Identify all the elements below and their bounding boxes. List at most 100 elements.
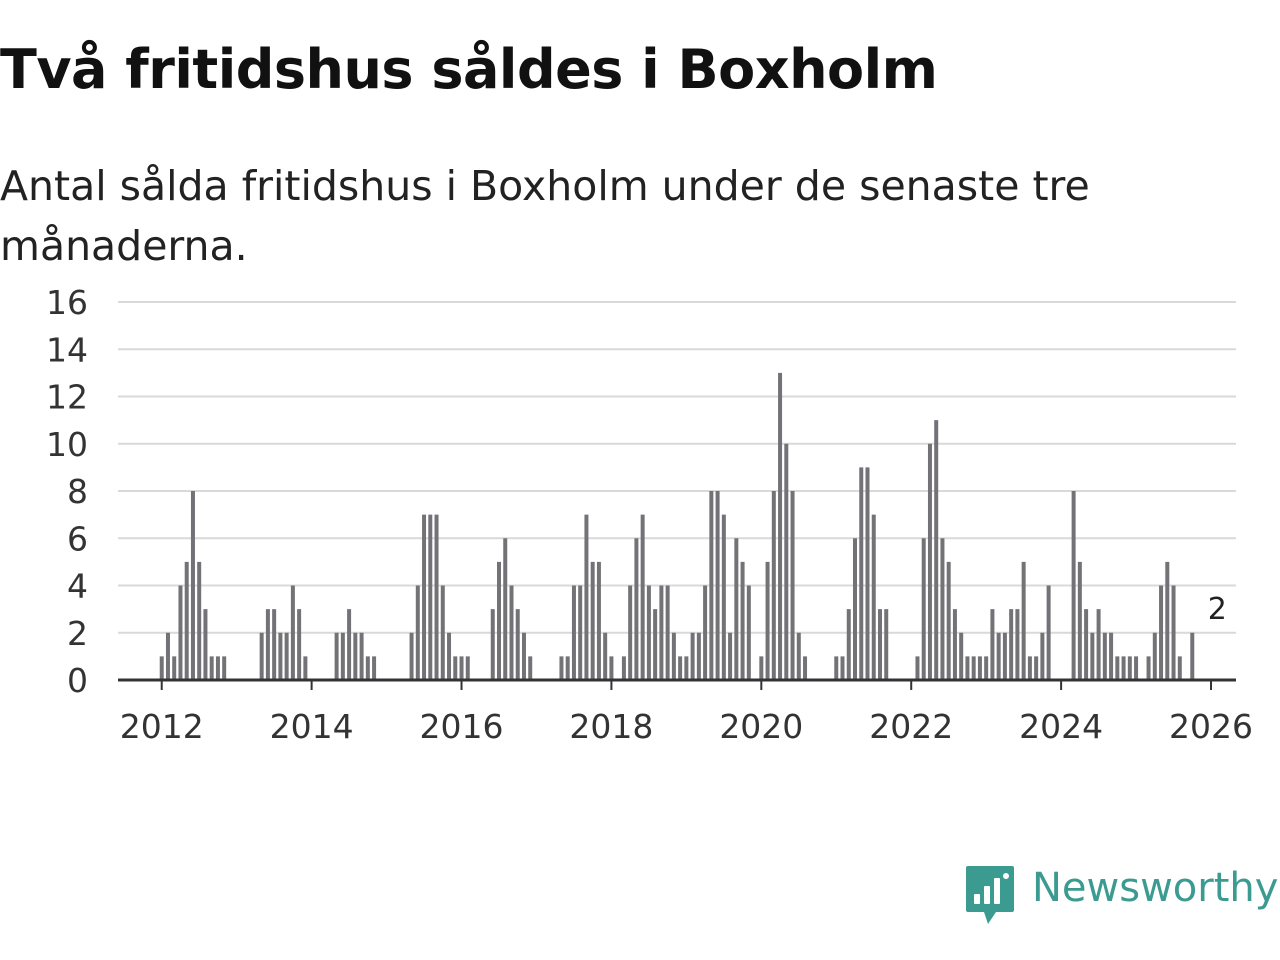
y-tick-label: 14 [46,330,88,369]
bar [1084,609,1089,680]
bar [509,585,514,680]
bar [690,632,695,680]
bar [222,656,227,680]
y-tick-label: 16 [46,283,88,322]
bar [634,538,639,680]
y-tick-label: 4 [67,567,88,606]
x-tick-label: 2018 [569,707,653,746]
bar [977,656,982,680]
bar [1096,609,1101,680]
bar [921,538,926,680]
bar [1077,561,1082,680]
bar [927,443,932,680]
bar [190,491,195,680]
bar [565,656,570,680]
bar [459,656,464,680]
annotation: 2 [1199,588,1236,627]
annotation-label: 2 [1208,592,1227,627]
bar [409,632,414,680]
bar [1115,656,1120,680]
bar [659,585,664,680]
bar [734,538,739,680]
bar [946,561,951,680]
bar [653,609,658,680]
bar [353,632,358,680]
bar [1102,632,1107,680]
x-tick-label: 2020 [719,707,803,746]
bar [447,632,452,680]
bar [372,656,377,680]
chart-title: Två fritidshus såldes i Boxholm [0,38,938,101]
bar [365,656,370,680]
bar [496,561,501,680]
bar [521,632,526,680]
bar [1002,632,1007,680]
bar [965,656,970,680]
bar [1190,632,1195,680]
bar [790,491,795,680]
bar [272,609,277,680]
bar [503,538,508,680]
bar [603,632,608,680]
brand: Newsworthy [964,864,1278,924]
bar [172,656,177,680]
bar [709,491,714,680]
bar [940,538,945,680]
bar [884,609,889,680]
y-tick-label: 0 [67,661,88,700]
bar [1090,632,1095,680]
x-tick-label: 2026 [1169,707,1253,746]
bar [571,585,576,680]
bar [803,656,808,680]
bar [278,632,283,680]
bar [834,656,839,680]
bar [665,585,670,680]
bar [771,491,776,680]
x-tick-label: 2022 [869,707,953,746]
bar [590,561,595,680]
bar [859,467,864,680]
bar [203,609,208,680]
bar [284,632,289,680]
bar [915,656,920,680]
bar [871,514,876,680]
bar [728,632,733,680]
bar [340,632,345,680]
y-tick-label: 10 [46,425,88,464]
bar [1071,491,1076,680]
bar [209,656,214,680]
bar [1177,656,1182,680]
bar [297,609,302,680]
bar [990,609,995,680]
bar [1127,656,1132,680]
bar [996,632,1001,680]
x-axis: 2012 2014 2016 2018 2020 2022 2024 2026 [120,680,1253,746]
bar [1021,561,1026,680]
bar [740,561,745,680]
bar [215,656,220,680]
bar [646,585,651,680]
bar [971,656,976,680]
y-tick-label: 8 [67,472,88,511]
bar [1046,585,1051,680]
bar [640,514,645,680]
bar [796,632,801,680]
bar [178,585,183,680]
bar [428,514,433,680]
bar [465,656,470,680]
bar [584,514,589,680]
bar [959,632,964,680]
bar [440,585,445,680]
bar [696,632,701,680]
bar [609,656,614,680]
bar [703,585,708,680]
x-tick-label: 2012 [120,707,204,746]
x-tick-label: 2024 [1019,707,1103,746]
bar [259,632,264,680]
bar [1134,656,1139,680]
gridlines [118,301,1236,634]
bar [765,561,770,680]
bar [359,632,364,680]
bar [1027,656,1032,680]
